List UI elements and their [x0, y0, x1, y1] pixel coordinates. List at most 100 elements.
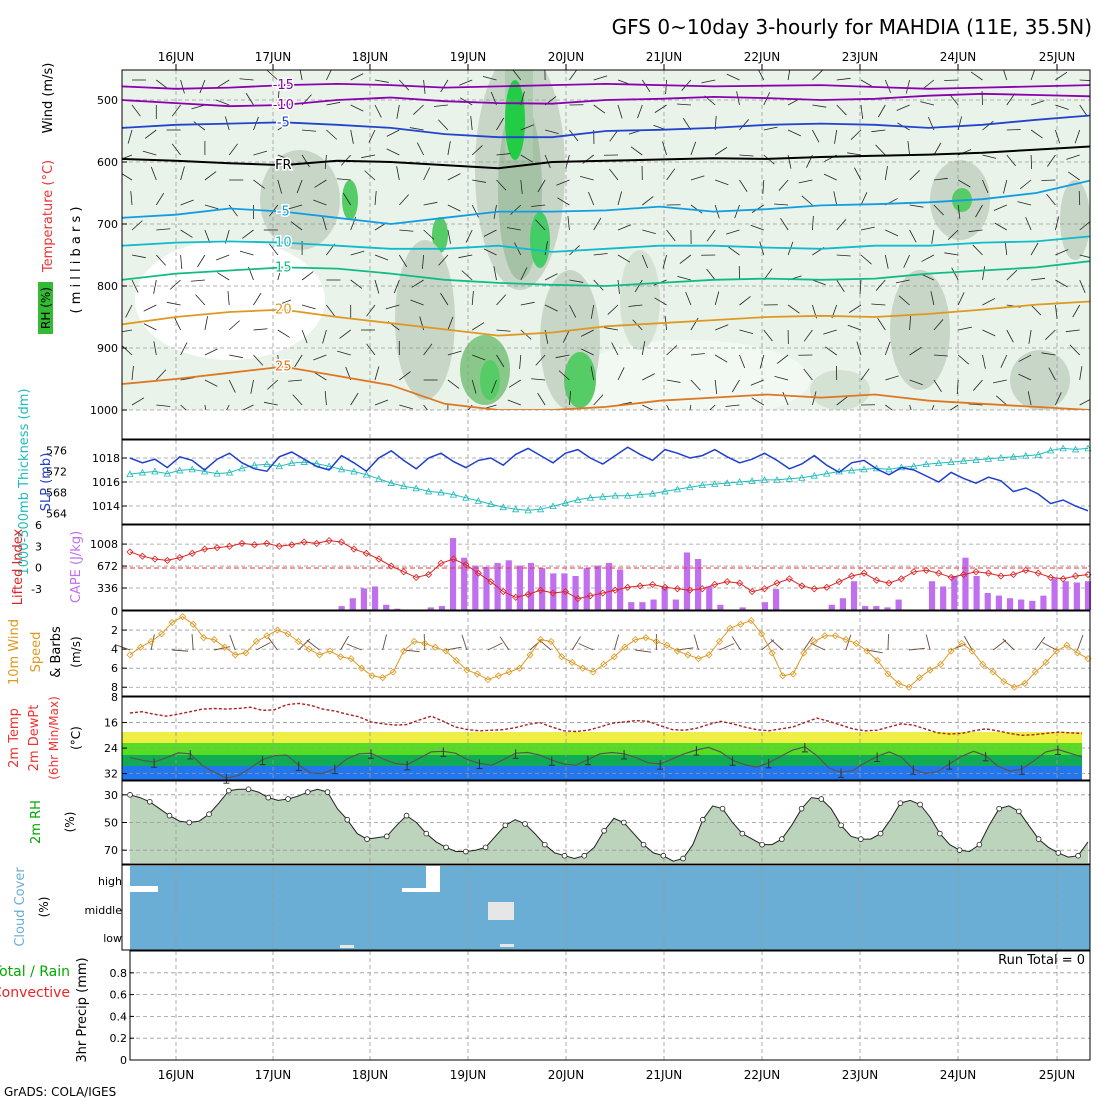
wind-barb: [423, 343, 433, 356]
li-point: [288, 541, 296, 549]
wind-point: [358, 664, 366, 672]
rh-point: [462, 848, 469, 855]
li-point: [984, 569, 993, 577]
wind-barb: [780, 218, 789, 231]
wind-barb: [180, 254, 183, 269]
wind-barb: [1055, 216, 1060, 231]
wind-point: [673, 647, 681, 655]
wind-barb: [920, 101, 934, 106]
li-point: [686, 586, 694, 594]
wind10m-speed-label: Speed: [29, 632, 44, 673]
wind-barb: [340, 635, 349, 651]
wind-barb: [972, 244, 983, 256]
wind-barb: [1069, 344, 1080, 356]
wind-barb: [895, 279, 910, 284]
wind-point: [810, 637, 818, 646]
wind-barb: [125, 304, 133, 318]
cloud-unit: (%): [37, 897, 51, 918]
wind-barb: [374, 191, 377, 206]
temp-band-12-16: [122, 755, 1082, 766]
wind-barb: [156, 404, 171, 407]
wind-barb: [812, 104, 827, 108]
thickness-point: [723, 479, 731, 486]
wind-barb: [399, 194, 409, 206]
wind-barb: [393, 279, 400, 294]
thickness-point: [188, 465, 196, 473]
wind-barb: [1003, 70, 1008, 81]
wind-barb: [471, 145, 483, 156]
rh-legend-swatch: [38, 282, 53, 334]
wind-barb: [296, 179, 303, 194]
wind-tick-label: 2: [111, 624, 118, 637]
wind-point: [926, 666, 934, 674]
wind-barb: [812, 279, 826, 286]
wind-point: [652, 637, 660, 646]
dewpoint-axis-label: 2m DewPt: [27, 705, 42, 772]
wind-point: [442, 647, 450, 655]
wind-barb: [143, 304, 157, 312]
wind-point: [631, 636, 639, 644]
wind-point: [379, 674, 387, 682]
wind-barb: [617, 367, 625, 381]
contour-line: [122, 82, 1090, 90]
wind-barb: [204, 316, 208, 331]
thickness-point: [586, 493, 595, 501]
wind-barb: [635, 649, 652, 653]
cape-bar: [1051, 578, 1058, 610]
wind-barb: [482, 75, 497, 81]
thickness-point: [561, 499, 570, 506]
cape-bar: [1062, 581, 1069, 610]
wind-barb: [850, 129, 862, 141]
li-point: [723, 578, 731, 586]
cape-bar: [984, 593, 991, 610]
wind-barb: [925, 634, 931, 651]
wind-point: [463, 666, 471, 674]
wind-point: [905, 683, 913, 691]
li-point: [1059, 575, 1067, 583]
li-point: [201, 545, 209, 553]
wind-barb: [374, 254, 389, 261]
wind-barb: [267, 379, 279, 390]
wind-barb: [1030, 304, 1042, 316]
wind-barb: [739, 354, 746, 369]
thickness-point: [462, 493, 470, 501]
cape-bar: [639, 602, 646, 610]
rh-point: [976, 841, 983, 848]
li-point: [275, 542, 283, 550]
thickness-tick-label: 576: [46, 445, 67, 458]
thickness-point: [599, 492, 607, 500]
rh-point: [522, 821, 528, 827]
rh-point: [344, 816, 351, 823]
wind-barb: [174, 317, 181, 331]
wind-barb: [1000, 354, 1008, 368]
wind-axis-label: Wind (m/s): [41, 63, 56, 134]
wind-barb: [690, 175, 705, 181]
wind-point: [600, 660, 608, 668]
wind-point: [873, 656, 882, 665]
li-point: [785, 575, 793, 583]
wind-barb: [958, 179, 971, 188]
rh-point: [225, 787, 232, 794]
wind-barb: [782, 391, 789, 406]
thickness-point: [997, 454, 1005, 461]
wind-barb: [374, 104, 382, 118]
wind-tick-label: 4: [111, 643, 118, 656]
cape-bar: [1073, 582, 1080, 610]
thickness-point: [984, 455, 993, 462]
wind-barb: [995, 395, 1008, 406]
wind-barb: [374, 279, 380, 294]
wind-barb: [609, 168, 619, 181]
wind-point: [179, 613, 187, 621]
li-point: [897, 575, 905, 583]
wind-barb: [666, 168, 676, 181]
wind-barb: [153, 279, 157, 294]
wind-barb: [590, 366, 595, 381]
wind-barb: [884, 166, 888, 181]
wind-barb: [171, 104, 181, 117]
wind-barb: [256, 642, 271, 651]
pressure-tick-label: 1000: [90, 404, 118, 417]
contour-label: -5: [277, 115, 290, 130]
wind-barb: [364, 170, 376, 181]
thickness-point: [1009, 452, 1018, 460]
wind-barb: [156, 228, 171, 231]
